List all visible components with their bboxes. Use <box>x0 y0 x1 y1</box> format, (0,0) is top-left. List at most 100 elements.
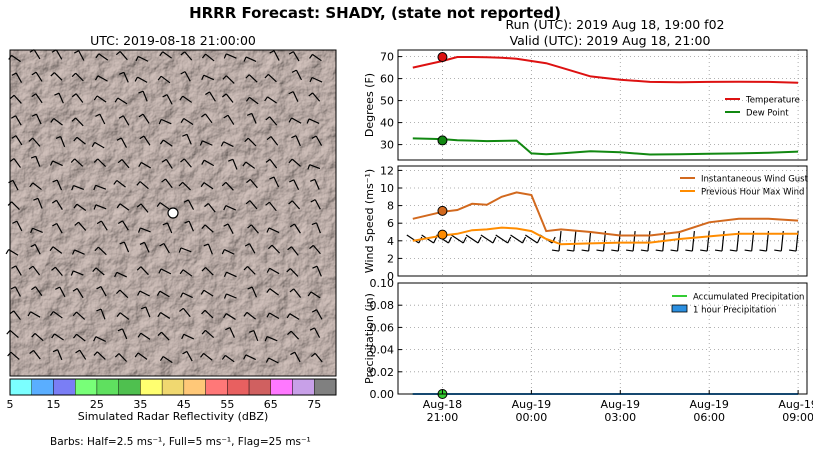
barb-half <box>117 159 123 164</box>
wind-barb <box>72 333 86 342</box>
barb-shaft <box>139 290 150 297</box>
wind-barb <box>91 141 105 149</box>
barb-half <box>29 49 35 53</box>
barb-shaft <box>123 241 130 253</box>
wind-barb <box>12 220 23 232</box>
wind-barb <box>311 309 323 320</box>
barb-shaft <box>139 181 149 190</box>
barb-half <box>308 92 313 97</box>
wind-barb <box>287 330 300 340</box>
barb-shaft <box>227 114 235 125</box>
barb-half <box>626 249 634 252</box>
wind-barb <box>201 113 213 124</box>
barb-shaft <box>35 71 43 82</box>
barb-shaft <box>205 267 214 276</box>
wind-barb <box>117 159 130 169</box>
wind-barb <box>119 71 129 83</box>
barb-shaft <box>95 204 107 210</box>
barb-half <box>307 291 312 297</box>
chart-panel-temperature: 30 40 50 60 70 Degrees (F) Temperature Dew Poin… <box>363 49 808 161</box>
barb-shaft <box>293 179 300 190</box>
barb-shaft <box>184 71 191 82</box>
wind-barbs <box>5 49 323 364</box>
barb-half <box>179 307 184 312</box>
barb-half <box>566 249 574 252</box>
barb-shaft <box>142 113 150 124</box>
wind-barb <box>201 309 214 319</box>
colorbar-bin <box>140 378 163 396</box>
barb-shaft <box>100 286 107 297</box>
barb-half <box>180 118 185 124</box>
barb-half <box>157 331 162 337</box>
barb-shaft <box>247 137 257 147</box>
wind-barb <box>223 293 237 299</box>
wind-barb <box>94 75 108 82</box>
barb-half <box>309 54 313 59</box>
colorbar-bin <box>205 378 228 396</box>
y-tick-label: 0.06 <box>370 321 395 334</box>
barb-shaft <box>119 203 130 211</box>
barb-shaft <box>269 116 278 126</box>
barb-shaft <box>56 179 63 191</box>
wind-barb <box>269 176 280 188</box>
barb-shaft <box>123 72 129 83</box>
barb-half <box>54 92 60 96</box>
wind-barb <box>287 246 299 256</box>
barb-shaft <box>249 179 258 189</box>
barb-half <box>159 139 164 145</box>
barb-shaft <box>95 267 105 276</box>
barb-shaft <box>162 356 173 364</box>
wind-barb <box>31 113 42 125</box>
barb-shaft <box>52 160 63 167</box>
wind-barb <box>11 72 23 83</box>
wind-barb <box>183 199 195 210</box>
wind-barb <box>10 115 22 126</box>
y-tick-label: 0.04 <box>370 344 395 357</box>
wind-barb <box>49 310 63 319</box>
wind-barb <box>137 332 151 340</box>
barb-half <box>29 182 34 188</box>
barb-half <box>9 158 15 163</box>
barb-shaft <box>32 182 42 191</box>
barb-half <box>306 118 310 124</box>
barb-shaft <box>310 291 321 299</box>
barb-half <box>201 113 206 118</box>
wind-barb <box>310 199 321 210</box>
barb-half <box>246 112 253 116</box>
barb-half <box>117 328 123 332</box>
barb-shaft <box>249 96 259 105</box>
barb-shaft <box>295 135 301 147</box>
barb-half <box>75 349 81 354</box>
wind-barb <box>33 197 43 209</box>
barb-half <box>72 311 77 317</box>
barb-half <box>744 249 752 252</box>
wind-barb <box>288 91 299 102</box>
wind-barb <box>307 291 321 299</box>
barb-half <box>52 222 58 227</box>
barb-shaft <box>14 286 21 297</box>
barb-half <box>31 286 36 291</box>
wind-barb <box>49 160 63 167</box>
barb-half <box>70 158 76 163</box>
y-tick-label: 50 <box>380 95 394 108</box>
wind-barb <box>291 69 303 81</box>
wind-barb <box>29 182 42 191</box>
wind-barb <box>9 94 22 104</box>
valid-label: Valid (UTC): 2019 Aug 18, 21:00 <box>509 33 711 48</box>
barb-shaft <box>269 159 278 169</box>
barb-half <box>157 312 162 318</box>
barb-shaft <box>119 289 129 299</box>
wind-barb <box>96 286 107 297</box>
wind-barb <box>161 178 173 189</box>
wind-barb <box>136 181 149 190</box>
barb-half <box>161 158 167 163</box>
barb-half <box>714 249 723 252</box>
wind-barb <box>116 203 130 211</box>
barb-half <box>50 72 55 77</box>
wind-barb <box>200 182 214 190</box>
barb-shaft <box>289 313 300 320</box>
y-tick-label: 6 <box>387 217 394 230</box>
barb-half <box>52 349 58 353</box>
barb-shaft <box>308 118 320 125</box>
